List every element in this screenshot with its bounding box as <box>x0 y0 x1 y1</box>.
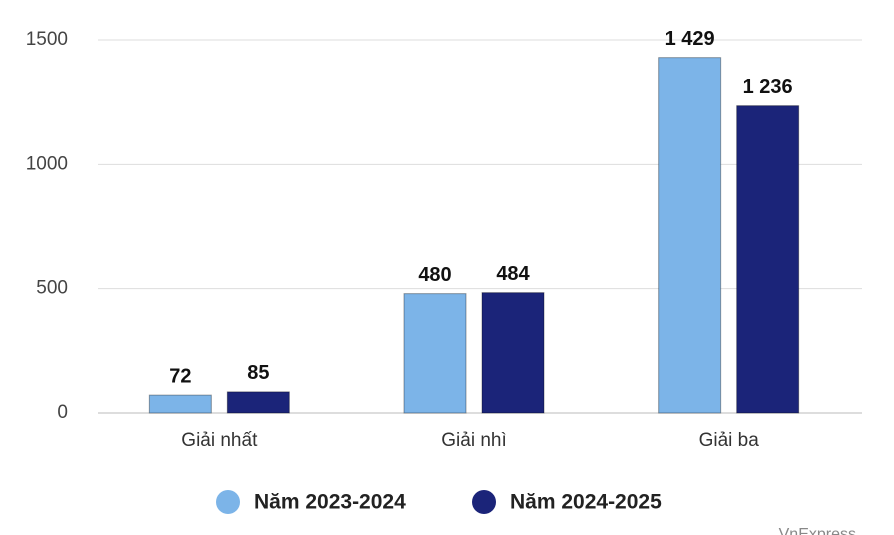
legend-marker <box>216 490 240 514</box>
value-label: 1 429 <box>665 28 715 50</box>
bar <box>736 105 800 414</box>
source: VnExpress <box>779 526 856 535</box>
x-tick-label: Giải nhất <box>181 430 258 451</box>
bar <box>403 293 467 414</box>
x-tick-label: Giải ba <box>699 430 760 451</box>
y-tick-label: 0 <box>57 402 68 423</box>
bar <box>481 292 545 414</box>
value-label: 480 <box>418 264 451 286</box>
bar <box>148 394 212 414</box>
legend-label: Năm 2024-2025 <box>510 491 662 514</box>
y-tick-label: 500 <box>36 278 68 299</box>
y-tick-label: 1500 <box>26 29 68 50</box>
value-label: 484 <box>496 263 530 285</box>
x-tick-label: Giải nhì <box>441 430 506 451</box>
y-tick-label: 1000 <box>26 153 68 174</box>
value-label: 85 <box>247 362 269 384</box>
bar <box>658 57 722 414</box>
value-label: 72 <box>169 365 191 387</box>
value-label: 1 236 <box>743 76 793 98</box>
bar <box>226 391 290 414</box>
legend-marker <box>472 490 496 514</box>
legend-label: Năm 2023-2024 <box>254 491 406 514</box>
